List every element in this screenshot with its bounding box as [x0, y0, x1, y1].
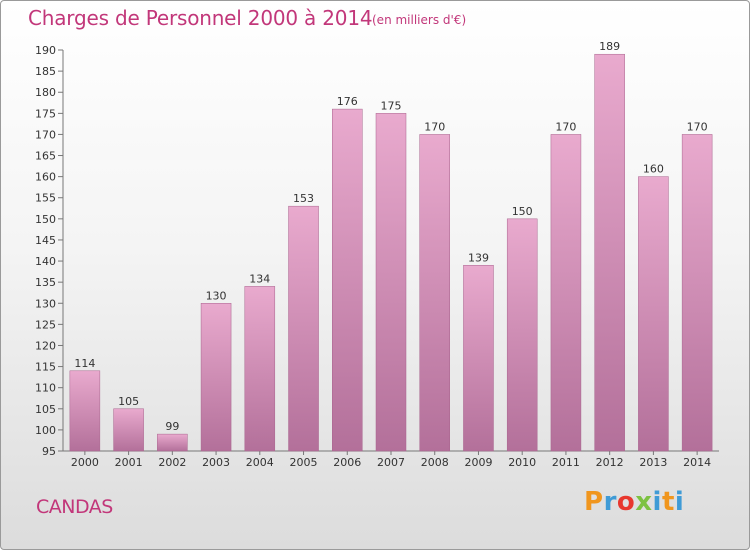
y-tick-label: 130: [35, 297, 56, 310]
data-label: 105: [118, 395, 139, 408]
bar: [288, 205, 319, 452]
y-tick-label: 115: [35, 361, 56, 374]
x-tick-label: 2012: [596, 456, 624, 469]
data-label: 114: [74, 357, 95, 370]
x-tick-label: 2007: [377, 456, 405, 469]
proxiti-logo[interactable]: Proxiti: [584, 487, 684, 517]
y-tick-label: 165: [35, 150, 56, 163]
bar: [419, 134, 450, 452]
x-tick-label: 2003: [202, 456, 230, 469]
logo-letter: i: [652, 487, 662, 517]
logo-letter: t: [661, 487, 675, 517]
data-label: 170: [687, 120, 708, 133]
bar: [113, 408, 144, 452]
x-tick-label: 2014: [683, 456, 711, 469]
bar: [681, 134, 713, 452]
bar: [375, 113, 407, 452]
x-tick-label: 2010: [508, 456, 536, 469]
data-label: 176: [337, 95, 358, 108]
x-tick-label: 2001: [115, 456, 143, 469]
bars: [69, 53, 713, 452]
data-label: 175: [381, 99, 402, 112]
data-label: 130: [206, 289, 227, 302]
x-tick-label: 2004: [246, 456, 274, 469]
bar: [506, 218, 538, 452]
y-tick-label: 170: [35, 128, 56, 141]
bar: [550, 134, 582, 452]
x-tick-label: 2008: [421, 456, 449, 469]
logo-letter: i: [674, 487, 685, 517]
y-tick-label: 105: [35, 403, 56, 416]
data-labels: 114 105 99 130 134 153 176 175 170 139 150 170 189 16…: [74, 40, 707, 433]
logo-letter: r: [603, 487, 617, 517]
data-label: 99: [165, 420, 179, 433]
y-tick-label: 140: [35, 255, 56, 268]
x-tick-label: 2000: [71, 456, 99, 469]
y-tick-label: 125: [35, 318, 56, 331]
y-tick-label: 145: [35, 234, 56, 247]
bar: [463, 265, 494, 452]
data-label: 139: [468, 251, 489, 264]
logo-letter: o: [616, 487, 636, 517]
bar: [594, 53, 625, 452]
axes: 95 100 105 110 115 120 125 130 135 140 145 150 155 16…: [35, 44, 719, 469]
logo-letter: x: [635, 487, 653, 517]
y-tick-label: 160: [35, 171, 56, 184]
data-label: 150: [512, 205, 533, 218]
x-tick-label: 2013: [639, 456, 667, 469]
commune-name: CANDAS: [36, 496, 113, 518]
chart-title: Charges de Personnel 2000 à 2014: [28, 6, 373, 30]
y-tick-label: 175: [35, 107, 56, 120]
y-tick-label: 185: [35, 65, 56, 78]
y-tick-label: 95: [42, 445, 56, 458]
x-tick-label: 2006: [333, 456, 361, 469]
data-label: 189: [599, 40, 620, 53]
x-tick-label: 2005: [290, 456, 318, 469]
y-tick-label: 150: [35, 213, 56, 226]
logo-letter: P: [584, 487, 604, 517]
y-tick-label: 135: [35, 276, 56, 289]
bar: [638, 176, 669, 452]
y-tick-label: 110: [35, 382, 56, 395]
data-label: 170: [424, 120, 445, 133]
x-tick-label: 2009: [464, 456, 492, 469]
data-label: 153: [293, 192, 314, 205]
bar: [200, 303, 232, 452]
chart-subtitle: (en milliers d'€): [372, 13, 467, 27]
data-label: 134: [249, 272, 270, 285]
bar: [69, 370, 101, 452]
y-tick-label: 190: [35, 44, 56, 57]
y-tick-label: 155: [35, 192, 56, 205]
bar: [332, 108, 363, 452]
y-tick-label: 180: [35, 86, 56, 99]
data-label: 170: [555, 120, 576, 133]
x-tick-label: 2002: [158, 456, 186, 469]
data-label: 160: [643, 163, 664, 176]
bar: [244, 286, 276, 452]
bar: [157, 433, 188, 452]
x-tick-label: 2011: [552, 456, 580, 469]
y-tick-label: 120: [35, 339, 56, 352]
y-tick-label: 100: [35, 424, 56, 437]
